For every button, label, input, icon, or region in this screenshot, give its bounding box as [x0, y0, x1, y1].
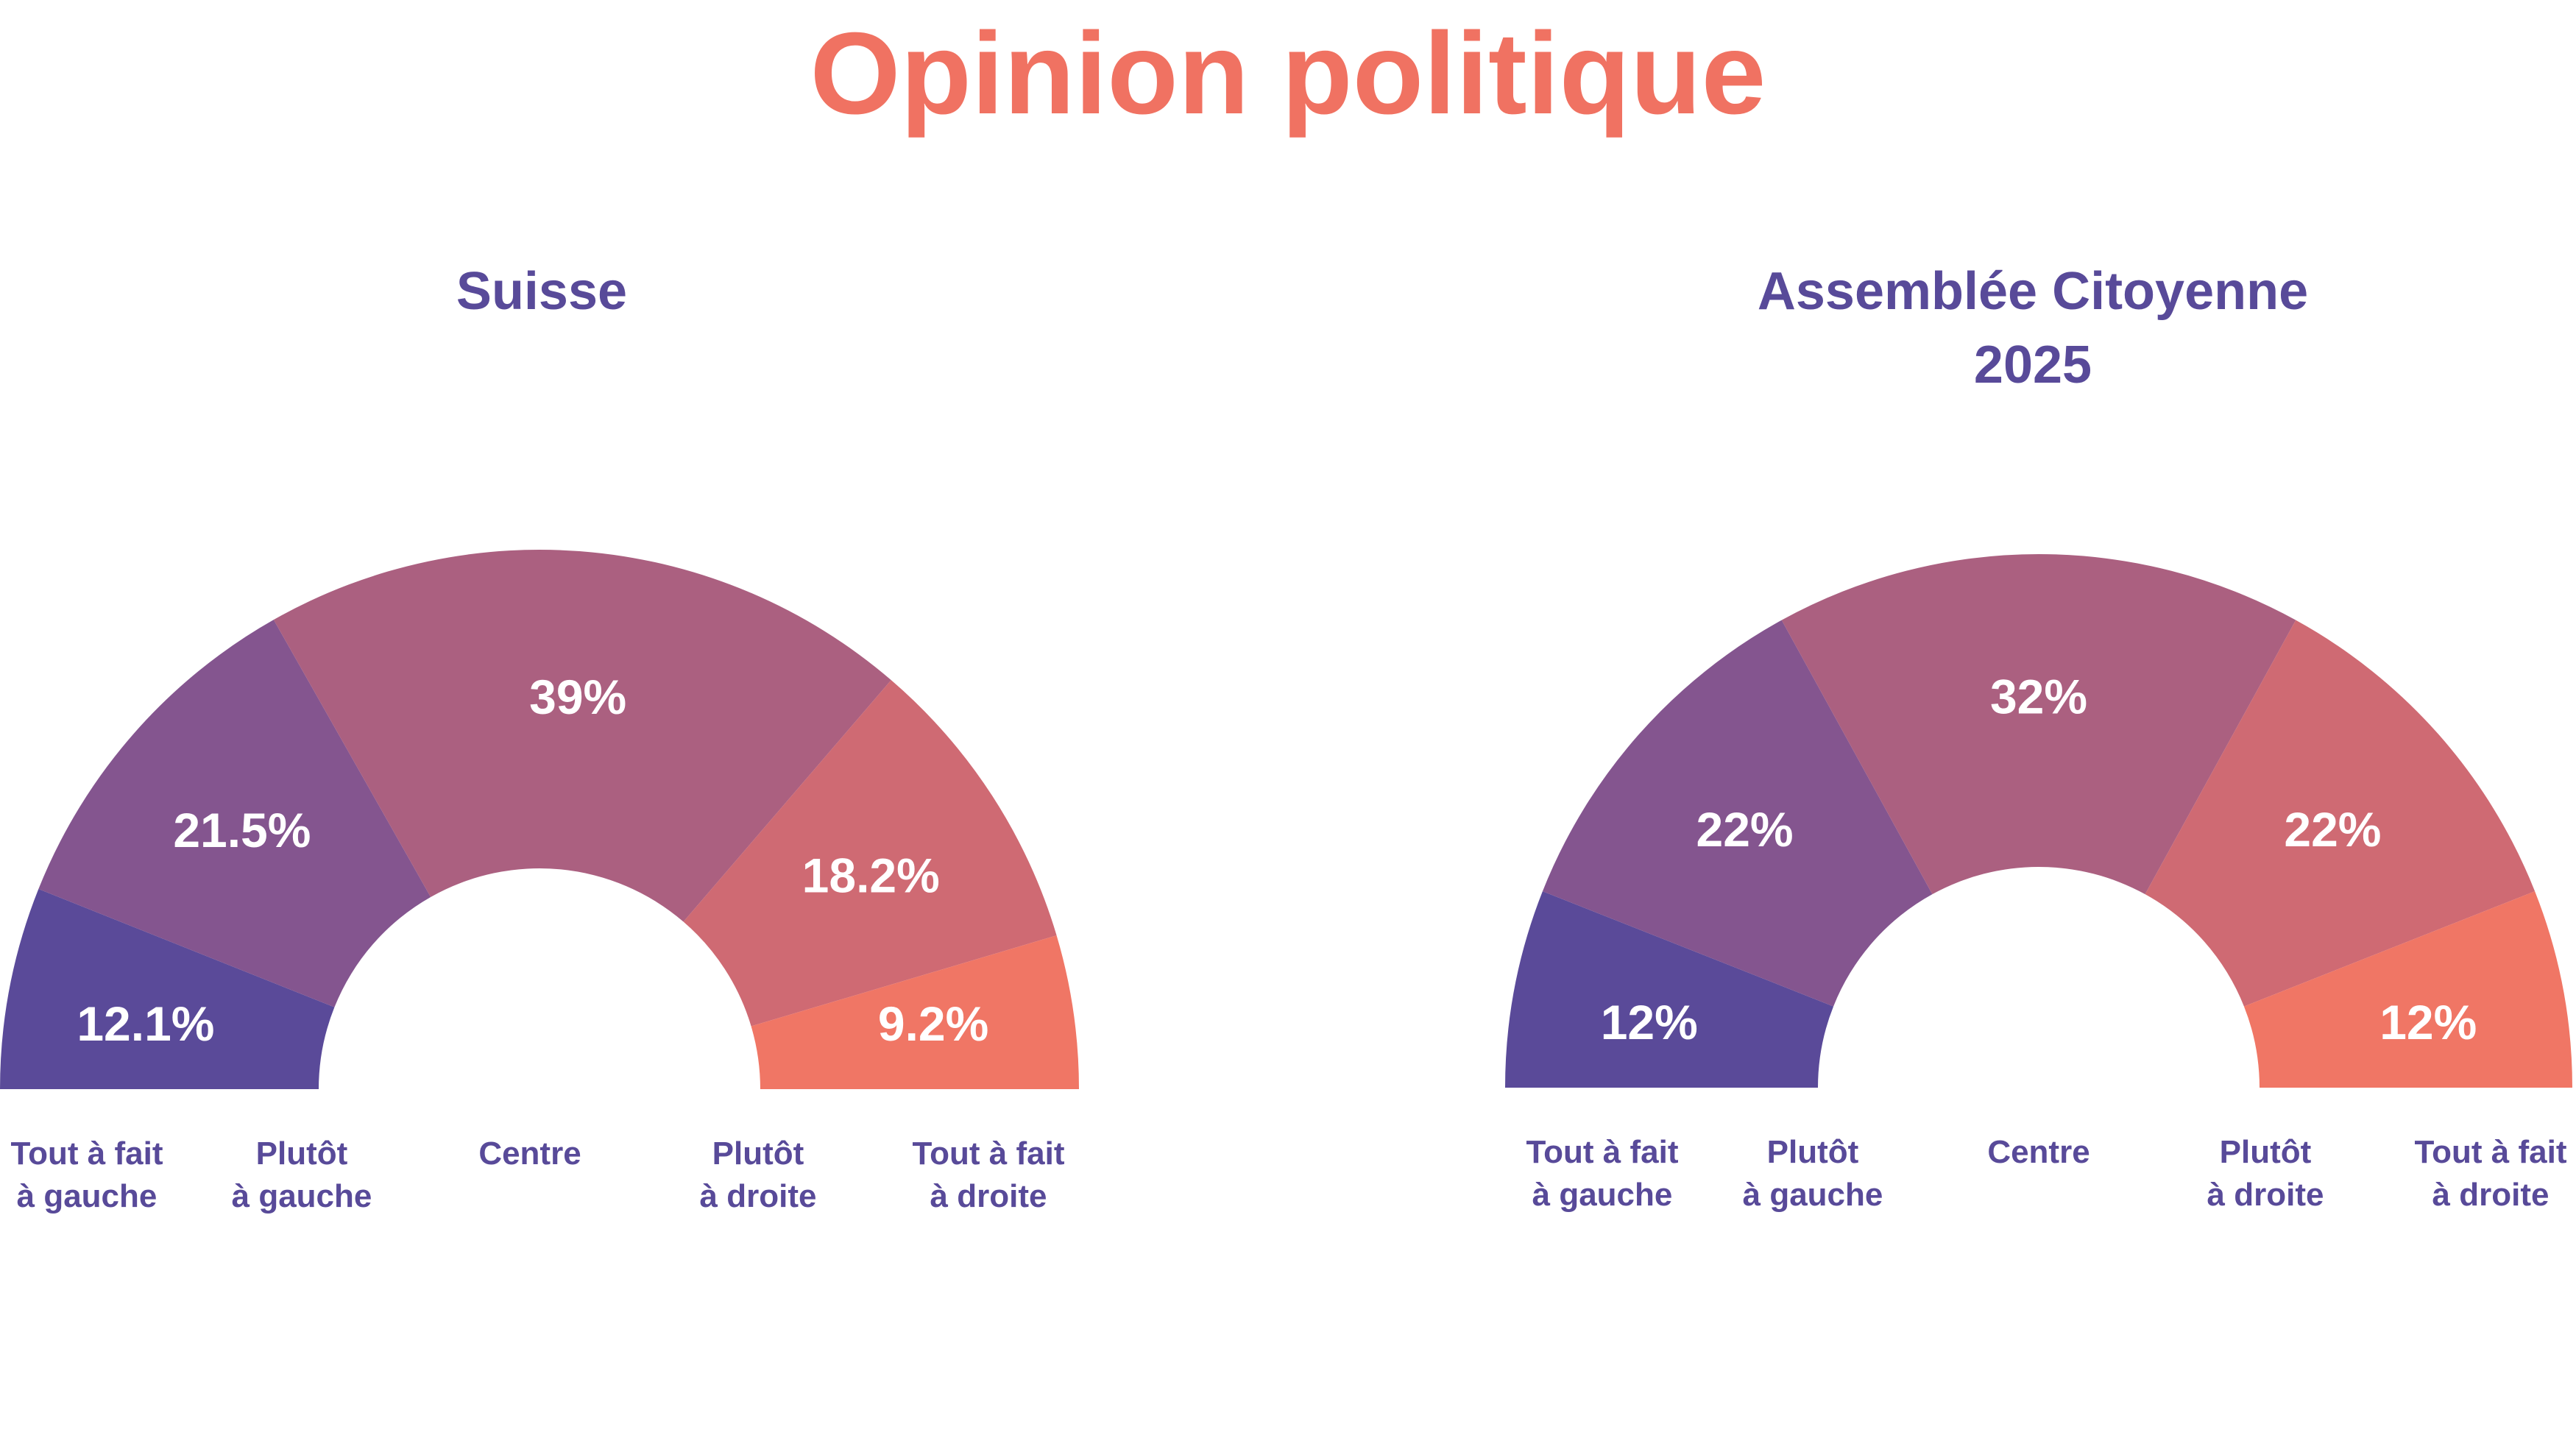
category-label: Tout à fait à gauche: [11, 1136, 163, 1214]
slice: [38, 620, 431, 1007]
slice-value-label: 32%: [1990, 670, 2087, 724]
slice-value-label: 22%: [2284, 802, 2381, 857]
category-label-line: Tout à fait: [913, 1136, 1065, 1172]
category-label-line: Centre: [478, 1136, 581, 1172]
slice-value-label: 12.1%: [77, 996, 214, 1051]
slice: [683, 680, 1057, 1027]
category-label-line: Tout à fait: [2415, 1134, 2567, 1170]
category-label-line: Plutôt: [712, 1136, 804, 1172]
slice: [0, 889, 335, 1089]
category-label-line: Tout à fait: [11, 1136, 163, 1172]
category-label-line: Plutôt: [2220, 1134, 2312, 1170]
category-label-line: à droite: [2432, 1177, 2550, 1213]
category-label-line: Plutôt: [256, 1136, 348, 1172]
category-label-line: à droite: [700, 1178, 817, 1214]
slice-value-label: 12%: [2379, 995, 2477, 1049]
slice-value-label: 22%: [1696, 802, 1794, 857]
category-label: Tout à fait à droite: [913, 1136, 1065, 1214]
slice-value-label: 9.2%: [878, 996, 988, 1051]
category-label-line: Plutôt: [1767, 1134, 1859, 1170]
semi-donut-chart-0: 12.1% 21.5% 39% 18.2% 9.2% Tout à fait à gauch…: [0, 550, 1079, 1214]
category-label-line: Tout à fait: [1526, 1134, 1679, 1170]
slice: [751, 935, 1079, 1089]
slice: [1781, 554, 2296, 895]
category-label-line: à droite: [930, 1178, 1047, 1214]
chart-title-assemblee: Assemblée Citoyenne 2025: [1665, 255, 2401, 402]
page-title: Opinion politique: [810, 9, 1766, 138]
semi-donut-chart-1: 12%22%32%22%12%Tout à fait à gauchePlutôt…: [1505, 554, 2572, 1213]
slice-value-label: 21.5%: [173, 803, 311, 857]
chart-title-line: Suisse: [456, 262, 628, 321]
slice: [1542, 620, 1933, 1007]
category-label-line: à gauche: [1743, 1177, 1883, 1213]
slice: [2145, 620, 2536, 1007]
category-label: Plutôt à gauche: [1743, 1134, 1883, 1213]
slice: [2243, 891, 2572, 1088]
category-label: Plutôt à droite: [700, 1136, 817, 1214]
category-label: Centre: [478, 1136, 581, 1172]
chart-title-line: Assemblée Citoyenne: [1757, 262, 2309, 321]
category-label: Tout à fait à droite: [2415, 1134, 2567, 1213]
category-label-line: Centre: [1987, 1134, 2090, 1170]
slice-value-label: 39%: [529, 670, 626, 724]
slice-value-label: 12%: [1601, 995, 1698, 1049]
category-label: Tout à fait à gauche: [1526, 1134, 1679, 1213]
category-label-line: à gauche: [17, 1178, 158, 1214]
category-label-line: à gauche: [232, 1178, 372, 1214]
chart-title-line: 2025: [1973, 336, 2092, 394]
slice: [273, 550, 891, 922]
category-label: Plutôt à gauche: [232, 1136, 372, 1214]
chart-title-suisse: Suisse: [174, 255, 910, 328]
category-label-line: à gauche: [1532, 1177, 1673, 1213]
category-label: Centre: [1987, 1134, 2090, 1170]
category-label: Plutôt à droite: [2207, 1134, 2324, 1213]
slice-value-label: 18.2%: [802, 848, 940, 902]
slice: [1505, 891, 1834, 1088]
category-label-line: à droite: [2207, 1177, 2324, 1213]
